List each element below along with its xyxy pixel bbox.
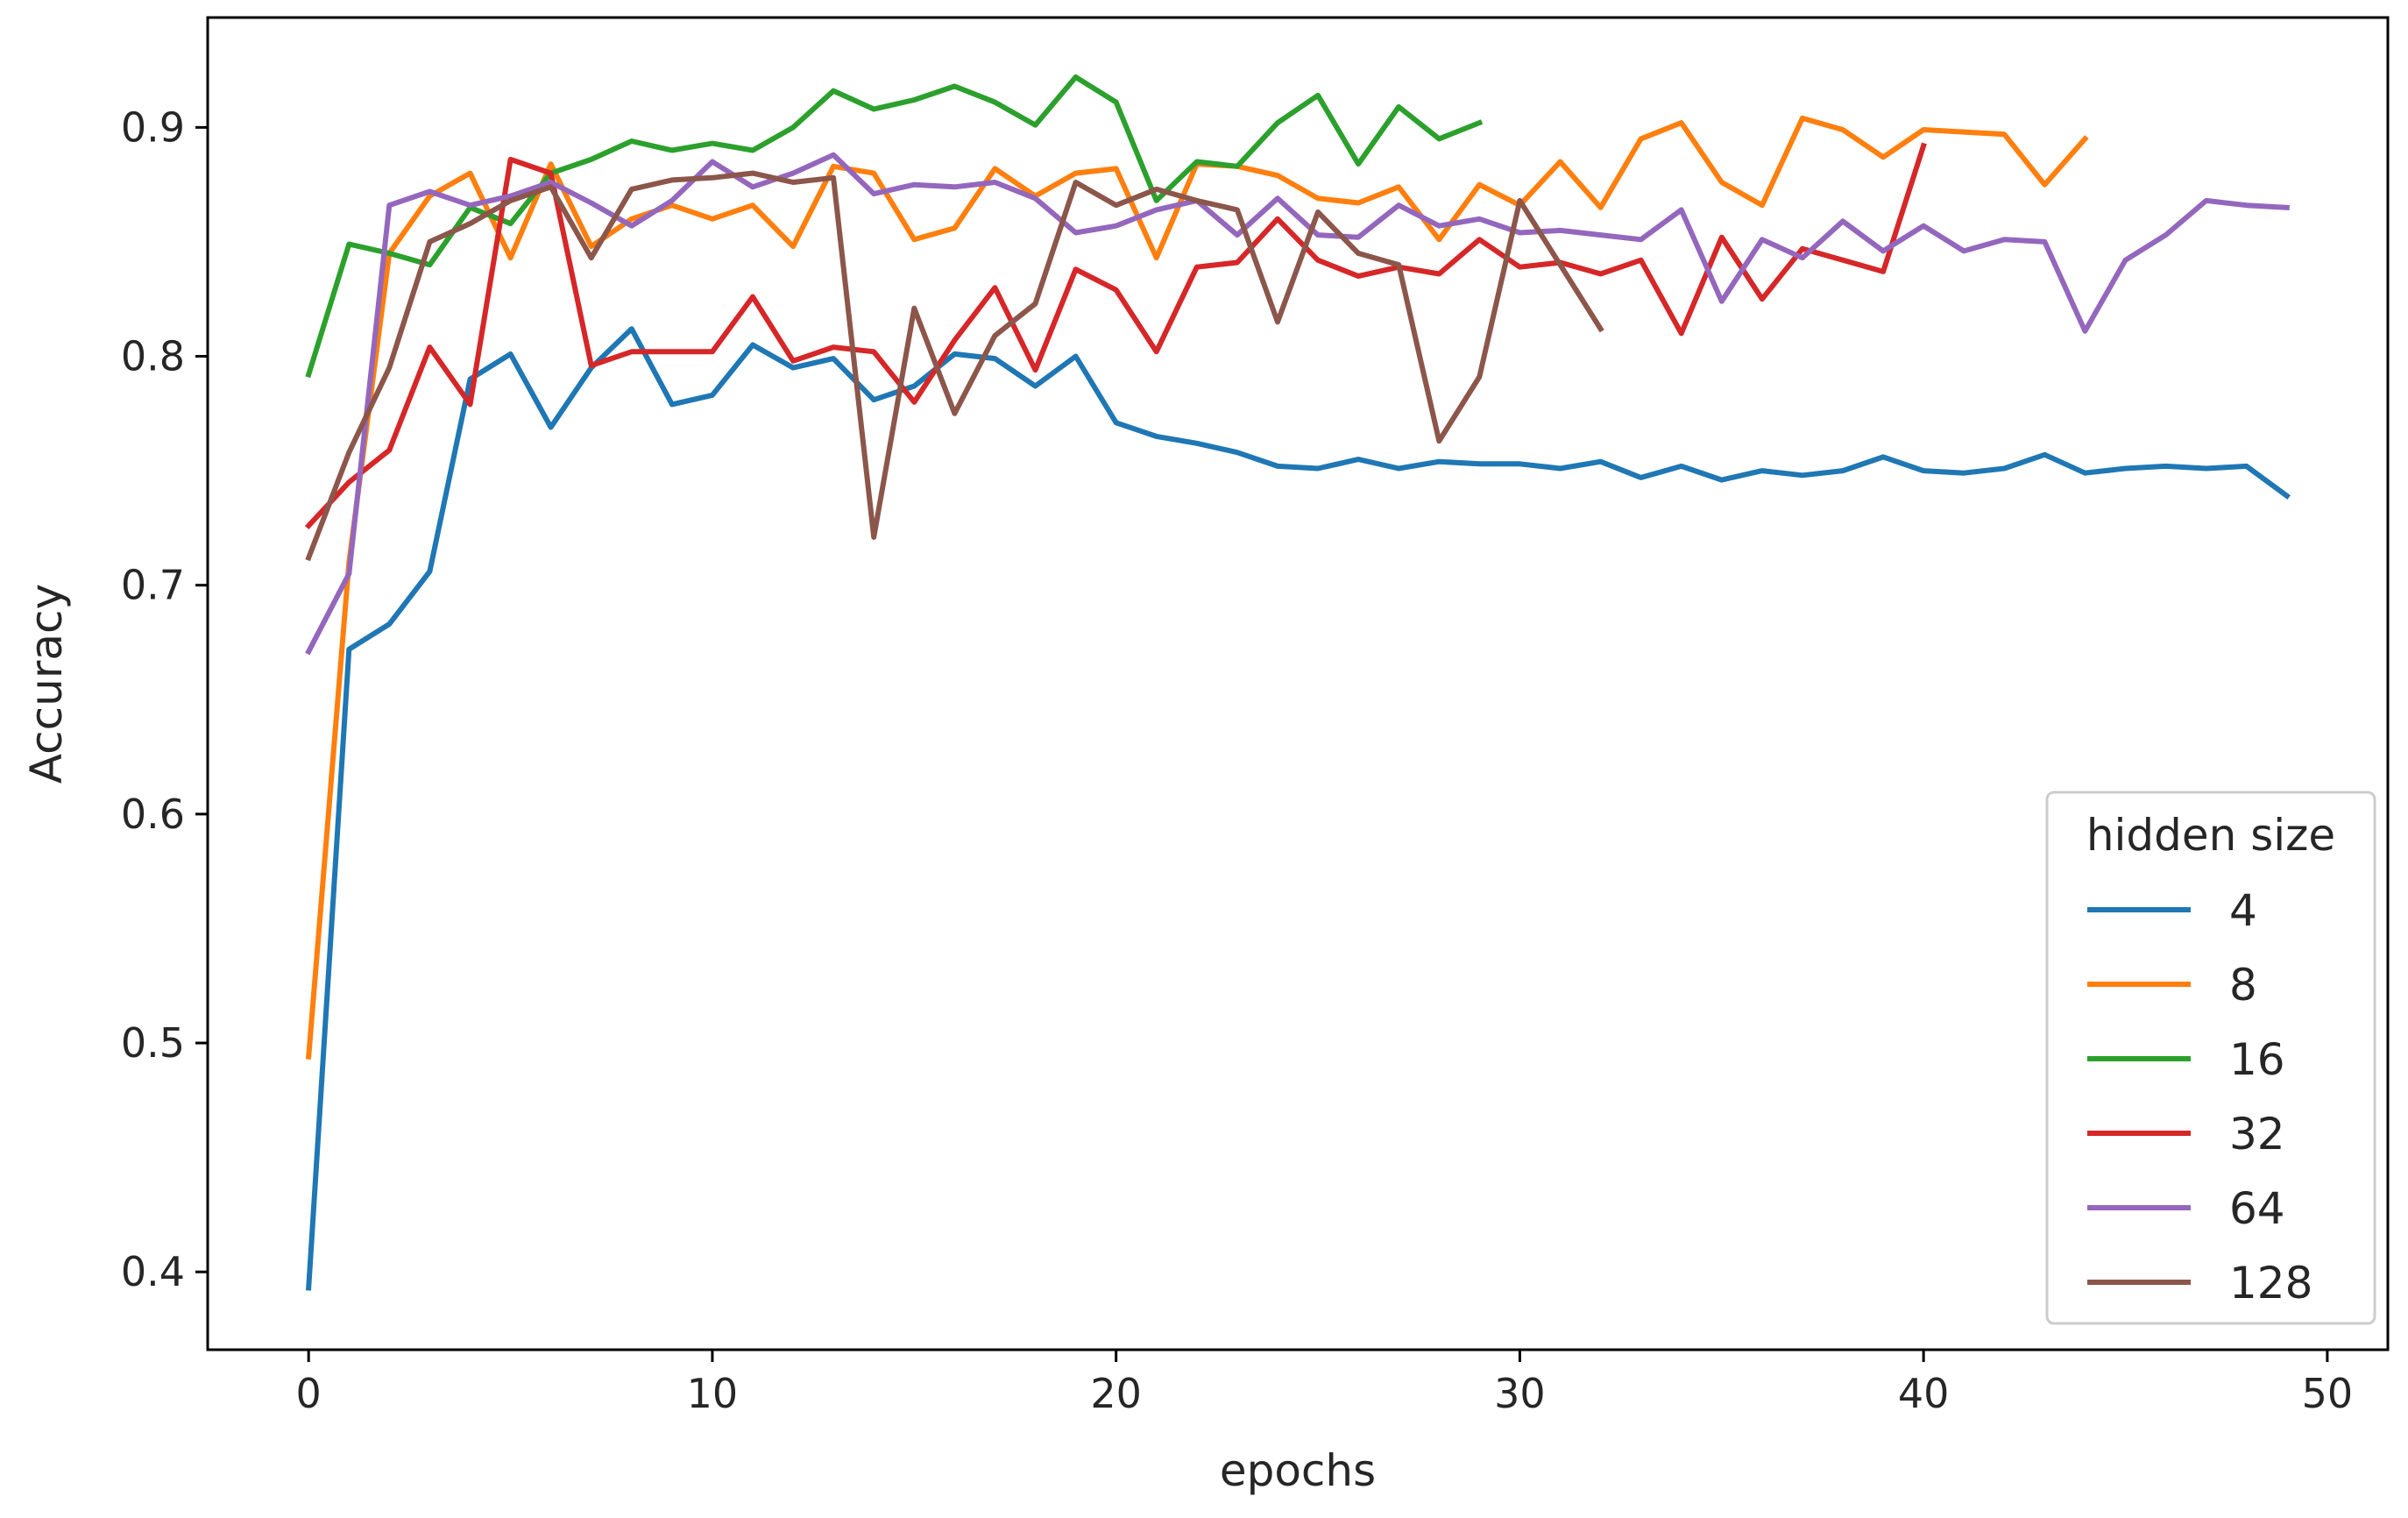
x-axis-label: epochs	[1220, 1445, 1376, 1496]
y-tick-label: 0.5	[121, 1019, 185, 1067]
y-tick-label: 0.8	[121, 333, 185, 380]
legend-label: 16	[2229, 1034, 2285, 1085]
series-line-4	[306, 326, 2291, 1291]
x-axis: 0 10 20 30 40 50	[296, 1350, 2354, 1417]
x-tick-label: 0	[296, 1370, 322, 1417]
legend-label: 128	[2229, 1258, 2312, 1309]
y-tick-label: 0.4	[121, 1248, 185, 1295]
legend-label: 4	[2229, 885, 2257, 936]
x-tick-label: 20	[1090, 1370, 1142, 1417]
y-tick-label: 0.9	[121, 103, 185, 151]
x-tick-label: 50	[2302, 1370, 2354, 1417]
series-line-32	[304, 142, 1927, 530]
series-line-64	[305, 152, 2290, 656]
y-axis-label: Accuracy	[21, 584, 72, 784]
x-tick-label: 30	[1494, 1370, 1546, 1417]
legend-label: 64	[2229, 1183, 2285, 1234]
y-tick-label: 0.7	[121, 562, 185, 609]
legend-label: 8	[2229, 960, 2257, 1011]
legend-frame	[2045, 791, 2376, 1325]
x-tick-label: 10	[687, 1370, 739, 1417]
plot-frame	[206, 16, 2390, 1351]
y-tick-label: 0.6	[121, 791, 185, 838]
legend-entries: 4 8 16 32 64 128	[2087, 885, 2312, 1309]
x-tick-label: 40	[1898, 1370, 1950, 1417]
series-layer	[304, 74, 2291, 1291]
legend-title: hidden size	[2086, 810, 2335, 861]
series-line-128	[305, 170, 1604, 562]
series-line-16	[305, 74, 1484, 379]
y-axis: 0.4 0.5 0.6 0.7 0.8 0.9	[121, 103, 208, 1295]
legend: hidden size 4 8 16 32 64 128	[2045, 791, 2376, 1325]
legend-label: 32	[2229, 1109, 2285, 1160]
